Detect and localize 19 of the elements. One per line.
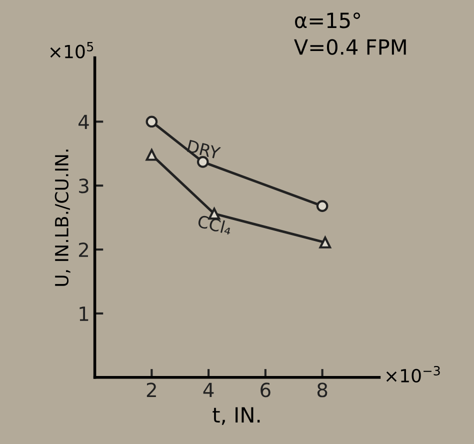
x-tick-label: 2: [146, 382, 156, 398]
x-tick-label: 8: [317, 382, 328, 398]
y-axis-title: U, IN.LB./CU.IN.: [54, 150, 70, 286]
y-tick-label: 4: [78, 114, 89, 130]
y-tick-label: 2: [78, 242, 88, 257]
x-axis-title: t, IN.: [212, 407, 260, 425]
text: ×10$^{−3}$: [386, 366, 440, 382]
x-tick-label: 4: [203, 382, 214, 398]
text: CCl₄: [197, 214, 232, 235]
point: [146, 116, 158, 128]
y-tick-label: 1: [80, 306, 88, 321]
text: α=15°: [295, 12, 360, 28]
text: V=0.4 FPM: [294, 39, 406, 55]
y-tick-label: 3: [79, 178, 88, 194]
point: [319, 236, 332, 248]
x-tick-label: 6: [260, 382, 270, 398]
text: ×10$^{5}$: [50, 42, 94, 58]
point: [316, 200, 328, 212]
point: [146, 148, 158, 161]
